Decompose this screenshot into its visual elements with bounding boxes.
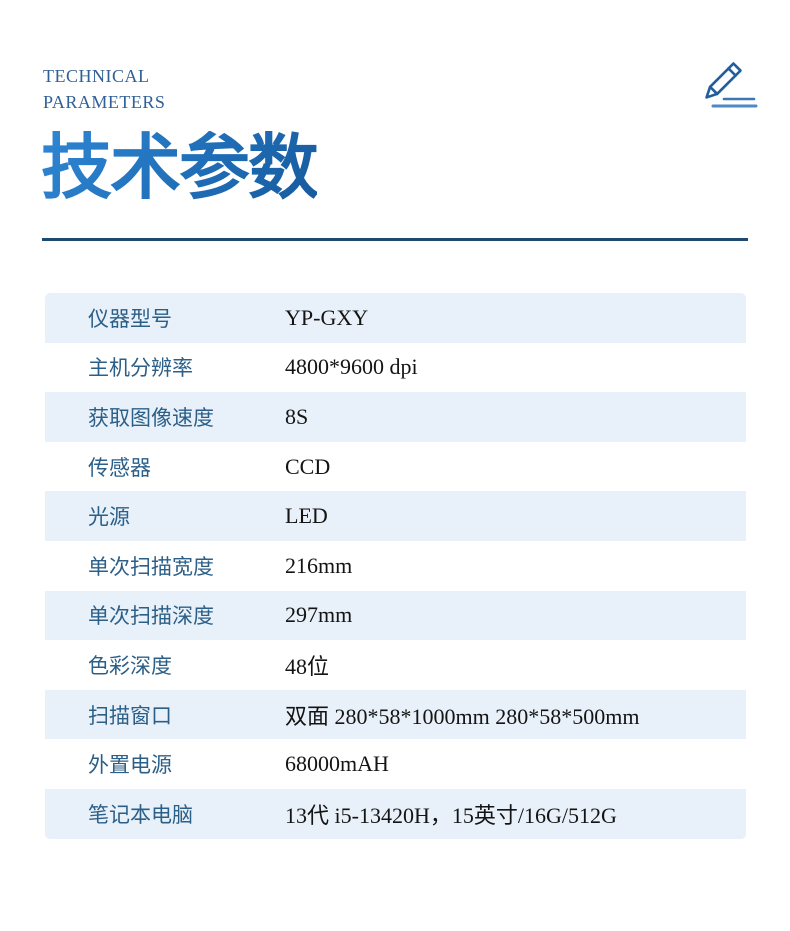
spec-table: 仪器型号 YP-GXY 主机分辨率 4800*9600 dpi 获取图像速度 8… xyxy=(45,293,746,839)
spec-row: 获取图像速度 8S xyxy=(45,392,746,442)
spec-value: 8S xyxy=(285,403,309,429)
section-eyebrow: TECHNICAL PARAMETERS xyxy=(43,63,165,115)
spec-value: 双面 280*58*1000mm 280*58*500mm xyxy=(285,703,640,729)
spec-label: 获取图像速度 xyxy=(88,405,214,430)
spec-row: 单次扫描深度 297mm xyxy=(45,590,746,641)
spec-label: 笔记本电脑 xyxy=(88,802,193,827)
spec-row: 主机分辨率 4800*9600 dpi xyxy=(45,342,746,393)
spec-value: YP-GXY xyxy=(285,304,369,330)
pencil-signature-icon xyxy=(697,58,763,120)
spec-label: 外置电源 xyxy=(88,753,172,778)
eyebrow-line-2: PARAMETERS xyxy=(43,92,166,112)
spec-value: 48位 xyxy=(285,653,330,679)
spec-value: LED xyxy=(285,503,328,529)
eyebrow-line-1: TECHNICAL xyxy=(43,66,150,86)
spec-row: 单次扫描宽度 216mm xyxy=(45,540,746,591)
spec-value: 216mm xyxy=(285,552,353,578)
spec-row: 外置电源 68000mAH xyxy=(45,739,746,789)
spec-value: 297mm xyxy=(285,602,353,628)
spec-label: 扫描窗口 xyxy=(88,703,172,728)
spec-label: 主机分辨率 xyxy=(88,356,193,381)
spec-label: 色彩深度 xyxy=(88,653,172,678)
spec-row: 传感器 CCD xyxy=(45,441,746,492)
spec-row: 扫描窗口 双面 280*58*1000mm 280*58*500mm xyxy=(45,689,746,740)
spec-value: 4800*9600 dpi xyxy=(285,354,418,380)
spec-row: 光源 LED xyxy=(45,491,746,541)
spec-row: 色彩深度 48位 xyxy=(45,640,746,690)
page-title: 技术参数 xyxy=(41,129,319,208)
spec-value: 13代 i5-13420H，15英寸/16G/512G xyxy=(285,802,617,828)
spec-label: 传感器 xyxy=(88,455,151,480)
spec-label: 单次扫描宽度 xyxy=(88,554,214,579)
spec-label: 单次扫描深度 xyxy=(88,604,214,629)
spec-label: 仪器型号 xyxy=(88,306,172,331)
title-divider xyxy=(42,238,748,241)
spec-row: 仪器型号 YP-GXY xyxy=(45,293,746,343)
spec-value: CCD xyxy=(285,453,331,479)
spec-row: 笔记本电脑 13代 i5-13420H，15英寸/16G/512G xyxy=(45,788,746,839)
spec-label: 光源 xyxy=(88,505,130,530)
spec-value: 68000mAH xyxy=(285,751,389,777)
